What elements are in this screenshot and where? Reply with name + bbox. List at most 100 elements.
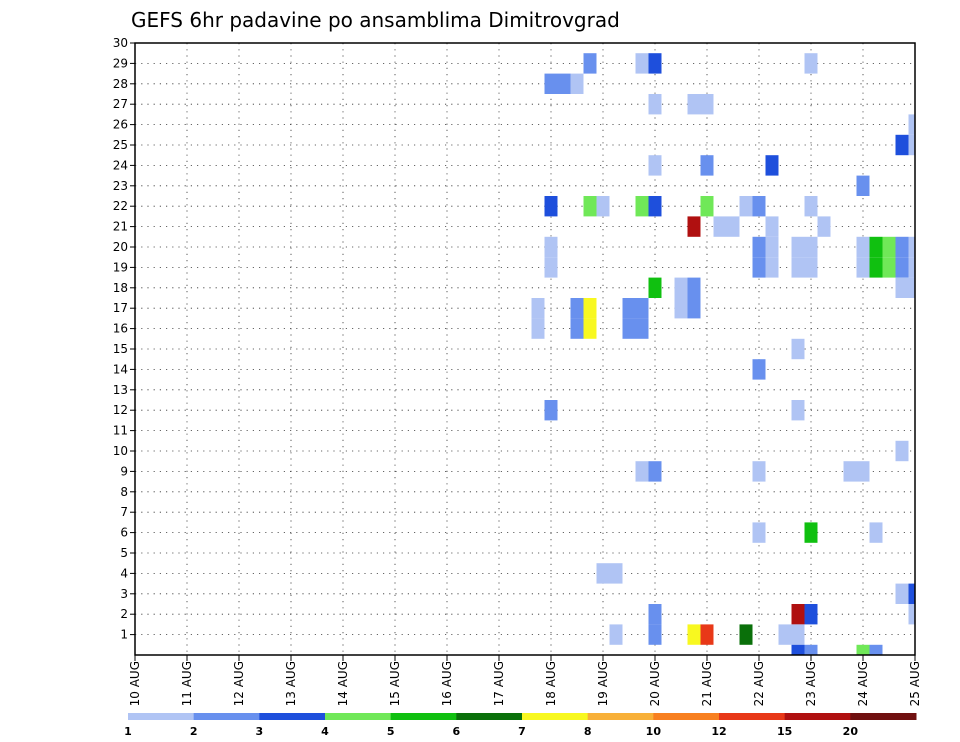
- y-tick-label: 7: [120, 505, 128, 519]
- x-tick-label: 20 AUG: [648, 661, 662, 706]
- x-tick-label: 12 AUG: [232, 661, 246, 706]
- heatmap-cell: [648, 155, 662, 176]
- heatmap-cell: [765, 216, 779, 237]
- heatmap-cell: [635, 298, 649, 319]
- colorbar-label: 12: [711, 725, 726, 738]
- x-tick-label: 23 AUG: [804, 661, 818, 706]
- x-tick-label: 24 AUG: [856, 661, 870, 706]
- y-tick-label: 18: [113, 281, 128, 295]
- heatmap-cell: [648, 53, 662, 74]
- colorbar-swatch: [259, 713, 326, 720]
- y-tick-label: 9: [120, 464, 128, 478]
- heatmap-cell: [765, 155, 779, 176]
- colorbar-swatch: [653, 713, 720, 720]
- colorbar-label: 3: [256, 725, 264, 738]
- heatmap-cell: [687, 624, 701, 645]
- heatmap-cell: [752, 196, 766, 217]
- heatmap-cell: [882, 257, 896, 278]
- y-tick-label: 21: [113, 220, 128, 234]
- heatmap-cell: [804, 522, 818, 543]
- y-tick-label: 19: [113, 260, 128, 274]
- heatmap-cell: [583, 298, 597, 319]
- heatmap-cell: [908, 277, 915, 298]
- heatmap-cell: [791, 400, 805, 421]
- y-tick-label: 27: [113, 97, 128, 111]
- heatmap-cell: [635, 196, 649, 217]
- heatmap-cell: [908, 257, 915, 278]
- x-tick-label: 18 AUG: [544, 661, 558, 706]
- y-tick-label: 23: [113, 179, 128, 193]
- heatmap-cell: [804, 257, 818, 278]
- x-tick-label: 13 AUG: [284, 661, 298, 706]
- colorbar-swatch: [128, 713, 195, 720]
- heatmap-cell: [531, 318, 545, 339]
- heatmap-cell: [908, 583, 915, 604]
- heatmap-cell: [791, 257, 805, 278]
- heatmap-cell: [544, 196, 558, 217]
- y-tick-label: 26: [113, 118, 128, 132]
- x-tick-label: 15 AUG: [388, 661, 402, 706]
- colorbar-swatch: [784, 713, 851, 720]
- heatmap-cell: [687, 298, 701, 319]
- x-tick-label: 16 AUG: [440, 661, 454, 706]
- heatmap-cell: [791, 624, 805, 645]
- heatmap-cell: [570, 298, 584, 319]
- heatmap-cell: [869, 522, 883, 543]
- y-tick-label: 3: [120, 587, 128, 601]
- colorbar-swatch: [193, 713, 260, 720]
- heatmap-cell: [622, 318, 636, 339]
- colorbar-label: 10: [646, 725, 662, 738]
- heatmap-cell: [648, 277, 662, 298]
- y-tick-label: 12: [113, 403, 128, 417]
- y-tick-label: 14: [113, 362, 128, 376]
- y-axis: 1234567891011121314151617181920212223242…: [113, 36, 135, 642]
- heatmap-cell: [622, 298, 636, 319]
- y-tick-label: 6: [120, 526, 128, 540]
- colorbar-label: 1: [124, 725, 132, 738]
- x-tick-label: 22 AUG: [752, 661, 766, 706]
- heatmap-cell: [895, 257, 909, 278]
- colorbar-label: 6: [453, 725, 461, 738]
- heatmap-cell: [635, 461, 649, 482]
- heatmap-cell: [570, 318, 584, 339]
- heatmap-cell: [895, 440, 909, 462]
- heatmap-cell: [531, 298, 545, 319]
- heatmap-cell: [843, 461, 857, 482]
- heatmap-cell: [804, 196, 818, 217]
- heatmap-cell: [583, 196, 597, 217]
- heatmap-cell: [635, 318, 649, 339]
- y-tick-label: 22: [113, 199, 128, 213]
- heatmap-cell: [804, 53, 818, 74]
- heatmap-cell: [752, 257, 766, 278]
- colorbar-label: 20: [843, 725, 859, 738]
- heatmap-cell: [817, 216, 831, 237]
- y-tick-label: 20: [113, 240, 128, 254]
- heatmap-cell: [544, 73, 558, 94]
- x-axis: 10 AUG 11 AUG 12 AUG 13 AUG 14 AUG 15 AUG 16 A…: [128, 655, 922, 706]
- x-tick-label: 21 AUG: [700, 661, 714, 706]
- heatmap-cell: [791, 604, 805, 625]
- y-tick-label: 11: [113, 424, 128, 438]
- heatmap-cell: [869, 236, 883, 258]
- heatmap-cell: [700, 155, 714, 176]
- colorbar-swatch: [850, 713, 917, 720]
- heatmap-cell: [752, 461, 766, 482]
- heatmap-cell: [856, 461, 870, 482]
- y-tick-label: 2: [120, 607, 128, 621]
- heatmap-cell: [674, 298, 688, 319]
- colorbar-label: 7: [518, 725, 526, 738]
- colorbar: 1 2 3 4 5 6 7 8 10 12 15 20: [124, 713, 917, 738]
- heatmap-cell: [895, 134, 909, 156]
- heatmap-cell: [778, 624, 792, 645]
- y-tick-label: 28: [113, 77, 128, 91]
- heatmap-cell: [752, 236, 766, 258]
- heatmap-cell: [648, 461, 662, 482]
- heatmap-cell: [557, 73, 571, 94]
- heatmap-cell: [596, 563, 610, 584]
- colorbar-label: 5: [387, 725, 395, 738]
- heatmap-cell: [739, 196, 753, 217]
- heatmap-cell: [895, 236, 909, 258]
- heatmap-cell: [739, 624, 753, 645]
- y-tick-label: 4: [120, 566, 128, 580]
- y-tick-label: 29: [113, 56, 128, 70]
